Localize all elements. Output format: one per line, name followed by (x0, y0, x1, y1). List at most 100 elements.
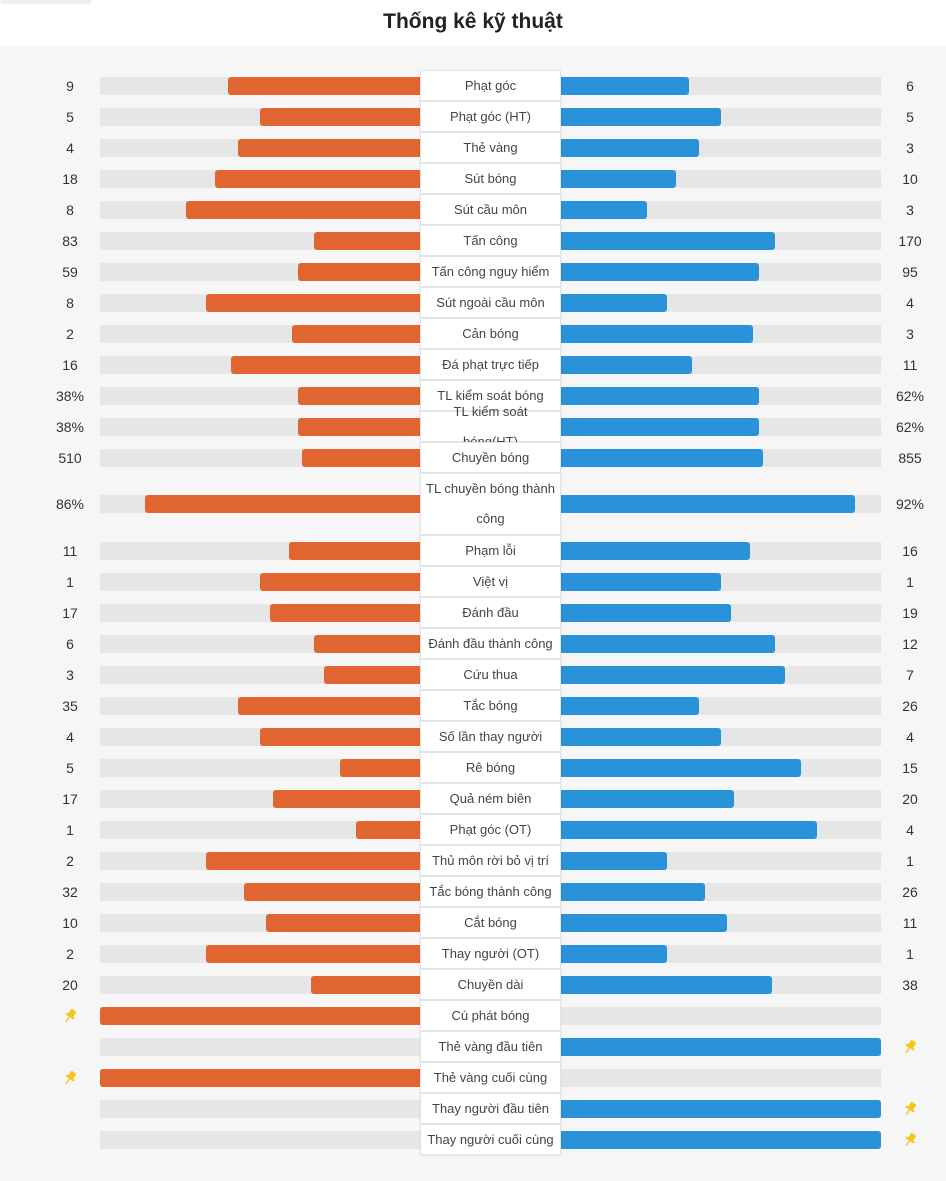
away-bar (561, 355, 692, 374)
home-bar (238, 696, 420, 715)
home-bar (145, 495, 420, 513)
home-bar (298, 417, 420, 436)
home-value: 4 (66, 728, 74, 745)
away-bar (561, 789, 734, 808)
stat-row: Thay người đầu tiên (0, 1093, 946, 1124)
away-bar-track (561, 696, 881, 715)
away-bar (561, 76, 689, 95)
home-bar-track (100, 572, 420, 591)
home-bar-track (100, 665, 420, 684)
away-bar-track (561, 355, 881, 374)
home-bar (260, 572, 420, 591)
home-bar-track (100, 1037, 420, 1056)
away-value: 170 (898, 232, 922, 249)
stat-label: Số lần thay người (420, 721, 561, 752)
away-bar (561, 541, 750, 560)
away-bar (561, 448, 763, 467)
home-value: 59 (62, 263, 78, 280)
away-bar (561, 1130, 881, 1149)
away-bar-track (561, 1068, 881, 1087)
home-bar-track (100, 727, 420, 746)
stat-row: 83 Tấn công 170 (0, 225, 946, 256)
home-value: 1 (66, 821, 74, 838)
stat-label: Rê bóng (420, 752, 561, 783)
away-value: 12 (902, 635, 918, 652)
stat-label: Cắt bóng (420, 907, 561, 938)
home-pin-icon (40, 1062, 100, 1093)
away-value: 4 (906, 728, 914, 745)
home-value: 2 (66, 852, 74, 869)
away-value: 26 (902, 697, 918, 714)
away-bar (561, 820, 817, 839)
stat-row: 510 Chuyền bóng 855 (0, 442, 946, 473)
home-bar-track (100, 76, 420, 95)
home-bar-track (100, 324, 420, 343)
home-bar (206, 851, 420, 870)
away-value: 3 (906, 139, 914, 156)
away-bar-track (561, 262, 881, 281)
away-bar-track (561, 417, 881, 436)
home-bar-track (100, 386, 420, 405)
away-value: 26 (902, 883, 918, 900)
away-bar-track (561, 665, 881, 684)
stat-row: Thẻ vàng cuối cùng (0, 1062, 946, 1093)
away-value: 7 (906, 666, 914, 683)
home-value: 6 (66, 635, 74, 652)
away-bar-track (561, 975, 881, 994)
home-value: 2 (66, 945, 74, 962)
home-value (40, 1093, 100, 1124)
home-value: 86% (55, 496, 85, 512)
home-bar (266, 913, 420, 932)
home-bar-track (100, 944, 420, 963)
away-bar (561, 696, 699, 715)
stat-row: 16 Đá phạt trực tiếp 11 (0, 349, 946, 380)
away-value: 15 (902, 759, 918, 776)
away-bar-track (561, 1130, 881, 1149)
stat-row: 32 Tắc bóng thành công 26 (0, 876, 946, 907)
stat-label: TL chuyền bóng thành công (420, 473, 561, 535)
stat-label: Sút bóng (420, 163, 561, 194)
home-bar (260, 727, 420, 746)
home-bar (356, 820, 420, 839)
stat-label: Phạt góc (420, 70, 561, 101)
away-bar-track (561, 913, 881, 932)
stat-row: 1 Phạt góc (OT) 4 (0, 814, 946, 845)
home-bar (314, 231, 420, 250)
away-bar (561, 944, 667, 963)
home-bar (100, 1068, 420, 1087)
home-bar-track (100, 1006, 420, 1025)
home-bar-track (100, 448, 420, 467)
away-value: 92% (895, 496, 925, 512)
home-bar-track (100, 200, 420, 219)
stat-label: Phạt góc (OT) (420, 814, 561, 845)
home-value: 17 (62, 790, 78, 807)
home-bar (206, 293, 420, 312)
home-bar-track (100, 107, 420, 126)
home-bar-track (100, 417, 420, 436)
stat-row: 10 Cắt bóng 11 (0, 907, 946, 938)
home-bar-track (100, 913, 420, 932)
home-bar (292, 324, 420, 343)
home-value: 20 (62, 976, 78, 993)
home-value (40, 1124, 100, 1155)
home-value: 11 (62, 542, 78, 559)
away-bar (561, 882, 705, 901)
home-value: 8 (66, 294, 74, 311)
away-value: 62% (895, 387, 925, 404)
home-bar-track (100, 789, 420, 808)
stat-label: Đá phạt trực tiếp (420, 349, 561, 380)
stat-row: 17 Quả ném biên 20 (0, 783, 946, 814)
stat-row: 35 Tắc bóng 26 (0, 690, 946, 721)
away-value: 855 (898, 449, 922, 466)
stat-label: TL kiểm soát bóng (420, 380, 561, 411)
away-bar (561, 1099, 881, 1118)
home-value: 18 (62, 170, 78, 187)
home-bar-track (100, 495, 420, 513)
stat-label: Chuyền bóng (420, 442, 561, 473)
away-bar (561, 1037, 881, 1056)
stat-row: 11 Phạm lỗi 16 (0, 535, 946, 566)
away-bar-track (561, 169, 881, 188)
stat-row: 9 Phạt góc 6 (0, 70, 946, 101)
stat-row: 4 Số lần thay người 4 (0, 721, 946, 752)
stat-label: Thay người (OT) (420, 938, 561, 969)
